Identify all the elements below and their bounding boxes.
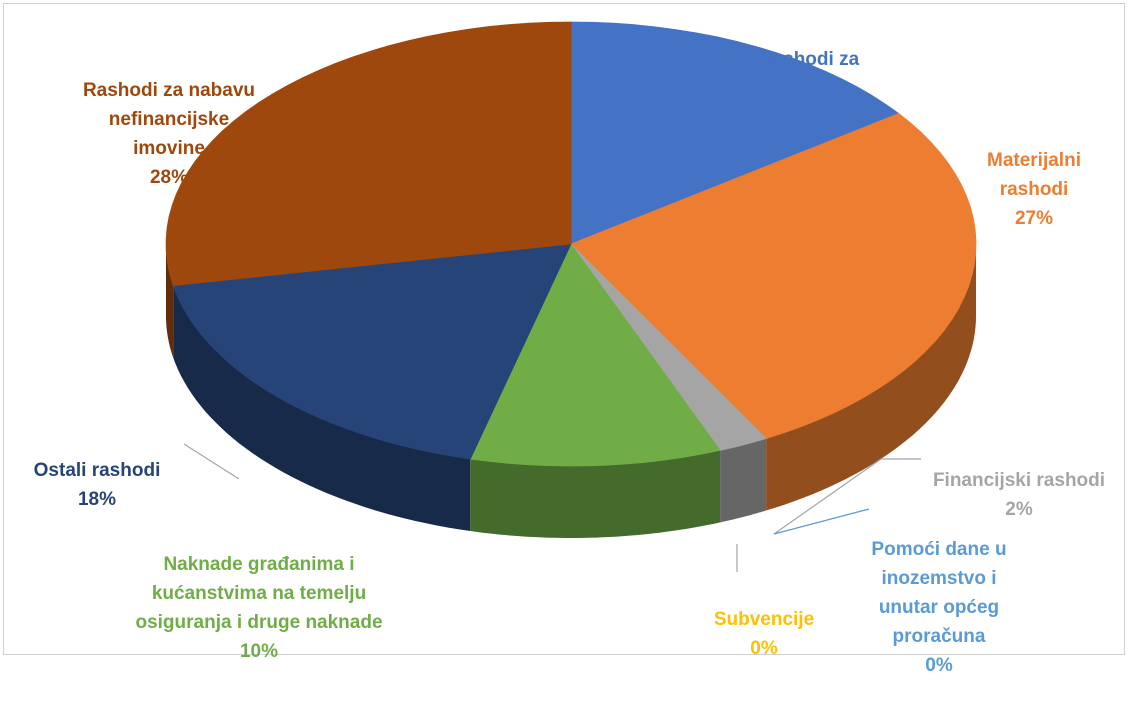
leader-line-financijski-rashodi xyxy=(773,458,921,535)
slice-label-subvencije: Subvencije 0% xyxy=(713,609,815,659)
pie-side-materijalni-rashodi xyxy=(766,244,976,511)
chart-frame: Rashodi za zaposlene 15% Materijalni ras… xyxy=(3,3,1125,676)
pie-slice-ostali-rashodi xyxy=(172,243,572,460)
slice-label-ostali-rashodi: Ostali rashodi 18% xyxy=(33,460,161,510)
pie-chart xyxy=(165,21,977,572)
pie-side-rashodi-za-nabavu-nefinancijske-imovine xyxy=(166,244,174,358)
pie-slice-rashodi-za-nabavu-nefinancijske-imovine xyxy=(165,21,572,287)
slice-label-pomoci-dane: Pomoći dane u inozemstvo i unutar općeg … xyxy=(871,539,1007,676)
pie-side-financijski-rashodi xyxy=(720,438,767,523)
slice-label-rashodi-za-zaposlene: Rashodi za zaposlene 15% xyxy=(758,49,860,128)
leader-line-ostali-rashodi xyxy=(183,443,240,480)
slice-label-financijski-rashodi: Financijski rashodi 2% xyxy=(932,470,1106,520)
pie-slice-financijski-rashodi xyxy=(570,243,767,451)
slice-label-rashodi-za-nabavu: Rashodi za nabavu nefinancijske imovine … xyxy=(82,80,256,188)
slice-label-materijalni-rashodi: Materijalni rashodi 27% xyxy=(987,150,1081,229)
pie-side-ostali-rashodi xyxy=(173,285,471,531)
leader-line-pomoci-dane xyxy=(773,508,870,535)
pie-slice-rashodi-za-zaposlene xyxy=(570,21,900,245)
slice-label-naknade-gradanima: Naknade građanima i kućanstvima na temel… xyxy=(135,554,383,662)
pie-slice-materijalni-rashodi xyxy=(570,113,977,439)
pie-side-naknade-gradanima-i-kucanstvima-na-temelju-osiguranja-i-druge-naknade xyxy=(470,450,721,538)
pie-slice-naknade-gradanima-i-kucanstvima-na-temelju-osiguranja-i-druge-naknade xyxy=(469,243,721,467)
